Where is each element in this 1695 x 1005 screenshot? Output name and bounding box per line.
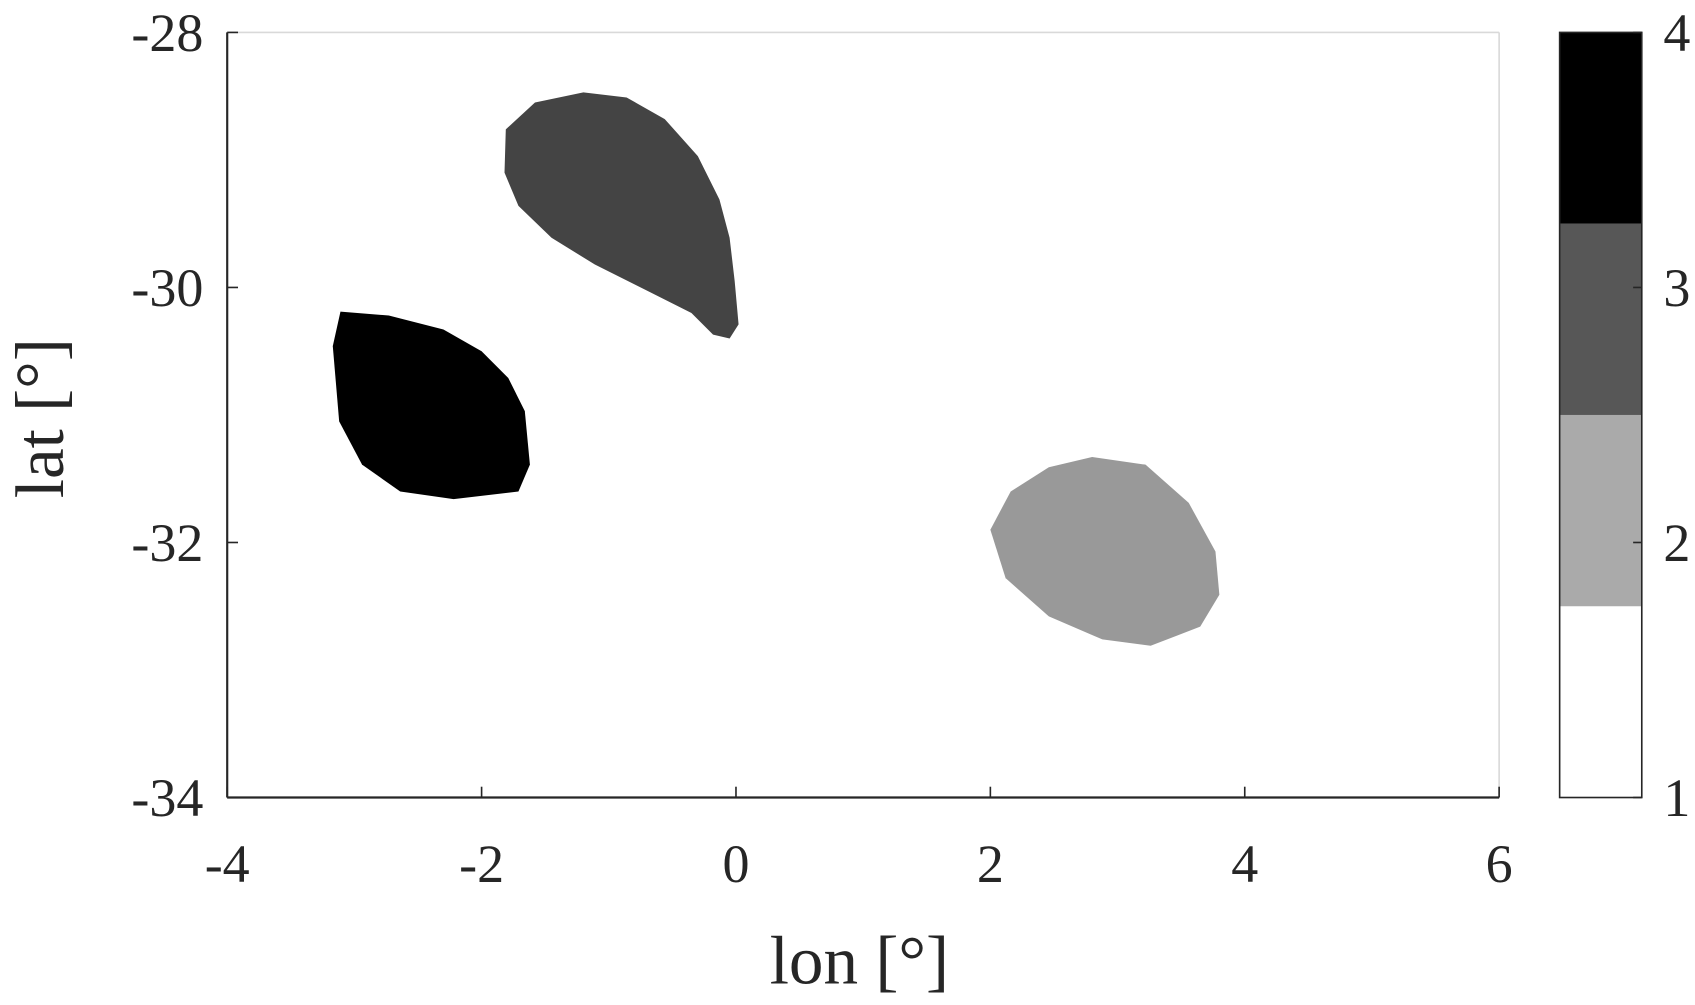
colorbar-band-4 [1559,32,1642,224]
y-tick-label: -34 [131,768,203,828]
colorbar-band-2 [1559,414,1642,607]
colorbar: 1 2 3 4 [1558,3,1690,828]
colorbar-frame [1558,31,1643,799]
axes: -4 -2 0 2 4 6 -28 -30 -32 -34 [131,3,1512,894]
colorbar-band-1 [1559,606,1642,798]
colorbar-tick-label: 1 [1663,768,1690,828]
y-tick-label: -30 [131,258,203,318]
colorbar-tick-label: 2 [1663,513,1690,573]
colorbar-tick-label: 3 [1663,258,1690,318]
x-tick-label: 6 [1486,834,1513,894]
x-tick-label: -4 [205,834,250,894]
x-tick-label: -2 [459,834,504,894]
x-tick-label: 4 [1231,834,1258,894]
regions-layer [332,92,1220,646]
region-value-3 [504,92,739,339]
x-tick-label: 0 [722,834,749,894]
y-tick-label: -28 [131,3,203,63]
x-tick-label: 2 [977,834,1004,894]
x-axis-label: lon [°] [770,921,949,998]
colorbar-tick-label: 4 [1663,3,1690,63]
y-tick-label: -32 [131,513,203,573]
region-value-2 [990,457,1220,646]
y-axis-label: lat [°] [1,338,78,498]
region-value-4 [332,311,530,500]
colorbar-band-3 [1559,223,1642,415]
